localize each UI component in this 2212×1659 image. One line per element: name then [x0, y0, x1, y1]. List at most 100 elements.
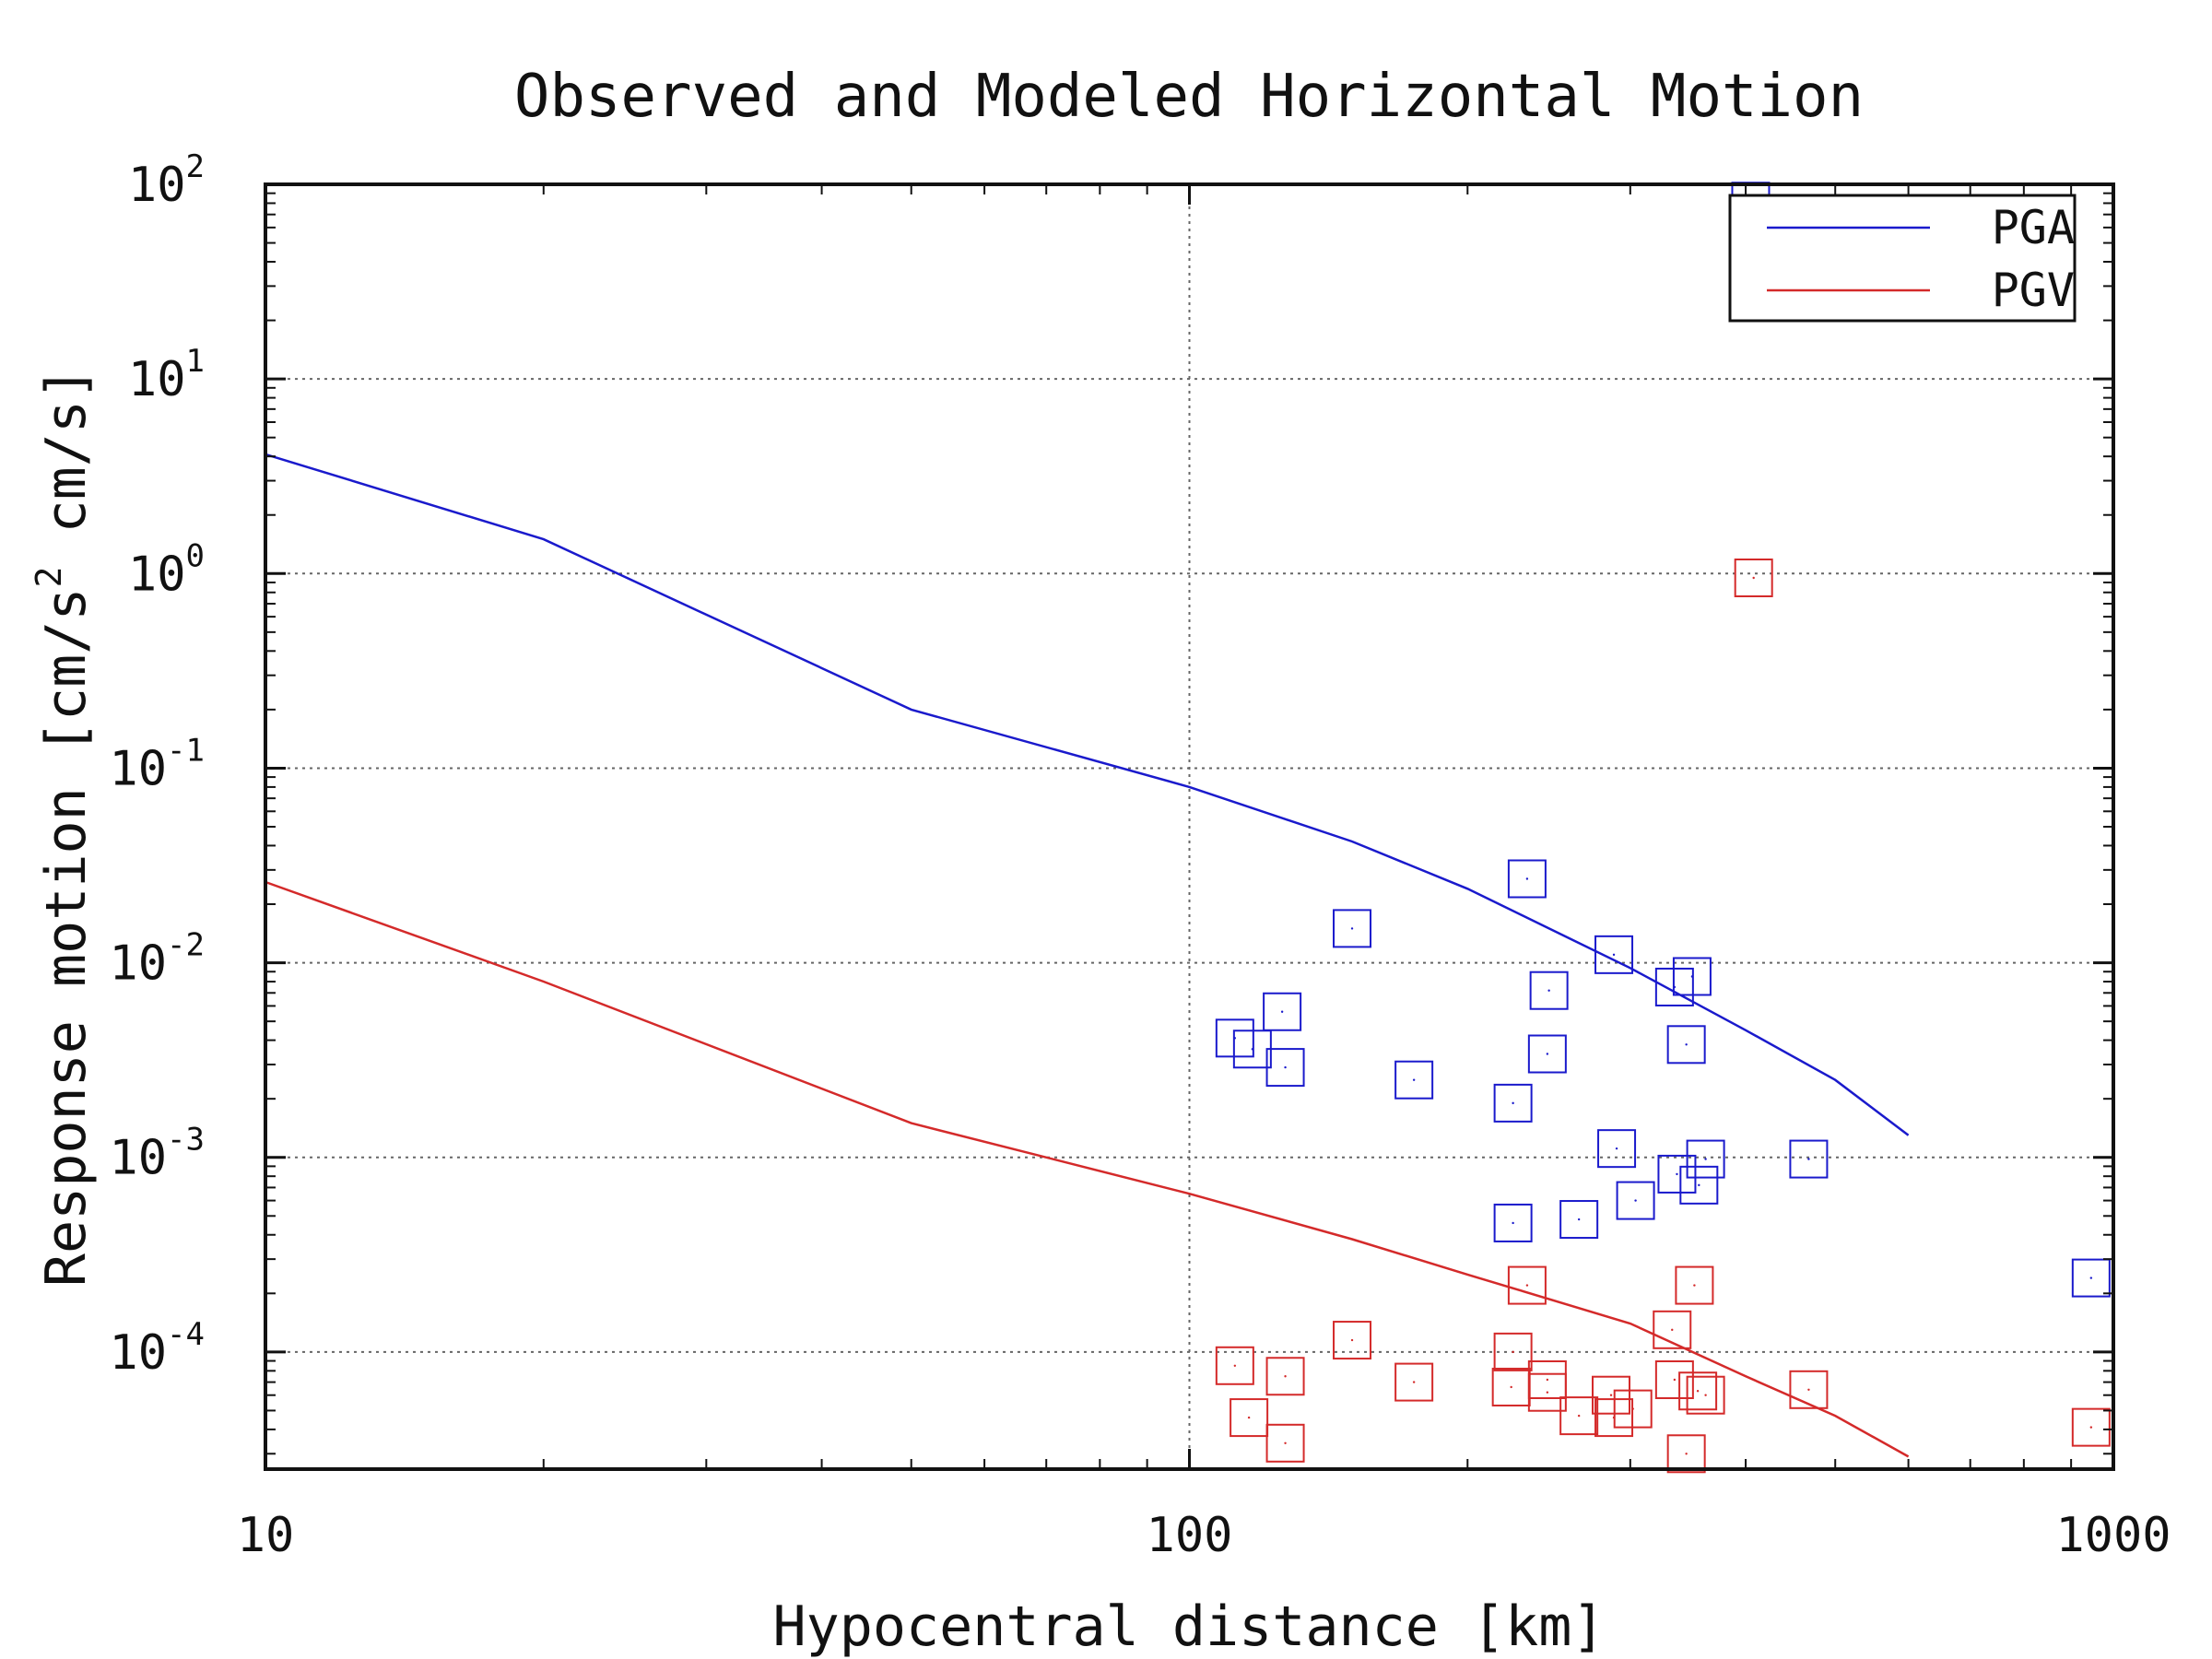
pgv-point — [1653, 1310, 1692, 1349]
pga-point — [1679, 1165, 1719, 1205]
pga-point — [1657, 1154, 1697, 1194]
pgv-point-center — [1807, 1388, 1810, 1392]
y-tick-label-base: 10 — [128, 352, 186, 407]
y-tick-label-exponent: 0 — [186, 537, 205, 574]
pgv-point-center — [1546, 1391, 1549, 1394]
pgv-point — [1789, 1370, 1829, 1409]
pga-point-center — [1634, 1199, 1637, 1202]
pgv-point-center — [1412, 1381, 1416, 1383]
pga-point — [1789, 1139, 1829, 1179]
y-tick-label-exponent: -2 — [167, 927, 205, 964]
y-tick-label-exponent: -1 — [167, 732, 205, 769]
x-axis-label: Hypocentral distance [km] — [772, 1594, 1605, 1659]
x-tick-label: 1000 — [2055, 1508, 2171, 1563]
pga-point-center — [1807, 1158, 1810, 1160]
pga-point-center — [1673, 985, 1677, 989]
pgv-point — [1678, 1371, 1718, 1411]
pgv-point — [1527, 1372, 1567, 1412]
pgv-point — [1493, 1332, 1533, 1371]
legend-label-pga: PGA — [1992, 201, 2075, 254]
pga-point-center — [1412, 1078, 1416, 1081]
legend-label-pgv: PGV — [1992, 264, 2075, 317]
pgv-point — [1265, 1423, 1305, 1463]
data-points — [1215, 182, 2111, 1474]
y-tick-label-exponent: -4 — [167, 1316, 205, 1353]
y-tick-label-base: 10 — [128, 158, 186, 213]
pgv-point — [1333, 1321, 1372, 1360]
pgv-point — [1734, 558, 1773, 597]
y-tick-label: 10-3 — [109, 1122, 205, 1186]
pga-point-center — [1676, 1172, 1678, 1176]
pga-point — [1265, 1048, 1305, 1088]
pgv-point — [1613, 1389, 1653, 1429]
pgv-point — [1686, 1375, 1725, 1415]
pgv-point — [1592, 1375, 1631, 1415]
pga-model-line — [265, 453, 1910, 1136]
pgv-point-center — [1546, 1378, 1549, 1382]
pgv-point — [1507, 1265, 1547, 1305]
pga-point — [1527, 1034, 1567, 1074]
pga-point-center — [1280, 1010, 1284, 1013]
pgv-point-center — [1510, 1385, 1512, 1389]
pga-point — [1559, 1200, 1599, 1240]
pga-point-center — [2089, 1277, 2093, 1279]
y-tick-label: 10-1 — [109, 732, 205, 796]
pga-point-center — [1547, 989, 1550, 992]
pga-point-center — [1525, 877, 1529, 880]
pgv-point-center — [1673, 1378, 1677, 1382]
pgv-point-center — [1577, 1414, 1581, 1418]
pgv-point — [1675, 1265, 1714, 1305]
y-tick-label: 10-2 — [109, 927, 205, 992]
pgv-point-center — [1696, 1390, 1700, 1393]
pga-point — [1616, 1181, 1655, 1220]
pgv-point — [1666, 1434, 1706, 1474]
pga-point — [1529, 971, 1569, 1010]
pga-point — [1597, 1129, 1637, 1169]
pga-point-center — [1704, 1158, 1707, 1160]
pgv-point — [2071, 1407, 2111, 1447]
pga-point — [1686, 1139, 1725, 1179]
pgv-point — [1654, 1360, 1694, 1400]
pga-point-center — [1685, 1043, 1688, 1046]
pga-point-center — [1512, 1101, 1514, 1105]
y-tick-label-base: 10 — [109, 936, 167, 992]
y-tick-label-base: 10 — [109, 741, 167, 796]
y-tick-label-base: 10 — [109, 1325, 167, 1381]
pga-point — [1654, 967, 1694, 1006]
pga-point-center — [1546, 1053, 1549, 1055]
pga-point — [2071, 1258, 2111, 1298]
pgv-point-center — [1671, 1328, 1674, 1332]
pga-point-center — [1512, 1221, 1514, 1225]
pgv-point — [1230, 1398, 1269, 1438]
pga-point-center — [1698, 1183, 1700, 1187]
pga-point — [1394, 1060, 1434, 1100]
pgv-point-center — [2089, 1426, 2093, 1429]
y-axis-label-part1: Response motion [cm/s — [34, 588, 99, 1288]
y-tick-label: 101 — [128, 343, 205, 407]
pga-point-center — [1612, 953, 1616, 957]
pga-point — [1493, 1203, 1533, 1242]
pgv-point — [1559, 1396, 1599, 1436]
pga-point-center — [1577, 1218, 1581, 1221]
y-tick-label: 100 — [128, 537, 205, 602]
x-tick-label: 10 — [237, 1508, 295, 1563]
pga-point-center — [1615, 1147, 1618, 1150]
y-tick-label-exponent: -3 — [167, 1122, 205, 1159]
y-axis-label-part2: cm/s] — [34, 367, 99, 567]
pgv-point-center — [1693, 1284, 1696, 1287]
pga-point — [1493, 1083, 1533, 1123]
y-axis-label: Response motion [cm/s2 cm/s] — [29, 367, 99, 1287]
pga-point-center — [1251, 1048, 1254, 1051]
pga-point — [1507, 859, 1547, 899]
pgv-point-center — [1704, 1394, 1707, 1396]
x-tick-label: 100 — [1147, 1508, 1233, 1563]
pgv-point-center — [1609, 1394, 1613, 1396]
y-tick-label: 10-4 — [109, 1316, 205, 1381]
pga-point-center — [1284, 1065, 1287, 1069]
y-tick-label-exponent: 1 — [186, 343, 205, 380]
pgv-point-center — [1350, 1338, 1354, 1342]
pgv-point-center — [1525, 1284, 1529, 1287]
pga-point — [1333, 909, 1372, 948]
